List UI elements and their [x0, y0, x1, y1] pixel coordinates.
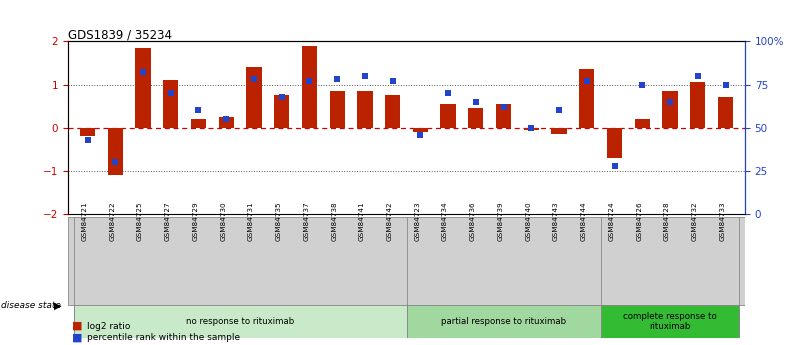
Text: ■: ■: [72, 321, 83, 331]
Text: GSM84721: GSM84721: [82, 201, 87, 241]
Bar: [68, 217, 745, 306]
Bar: [607, 128, 622, 158]
Bar: [718, 97, 733, 128]
Text: percentile rank within the sample: percentile rank within the sample: [87, 333, 239, 342]
Bar: [690, 82, 706, 128]
Text: GSM84725: GSM84725: [137, 201, 143, 241]
Bar: [469, 108, 484, 128]
Text: GSM84722: GSM84722: [109, 201, 115, 241]
Bar: [74, 306, 406, 338]
Text: ▶: ▶: [54, 300, 62, 310]
Text: GSM84726: GSM84726: [636, 201, 642, 241]
Bar: [601, 306, 739, 338]
Text: ■: ■: [72, 333, 83, 342]
Text: GSM84742: GSM84742: [387, 201, 392, 241]
Bar: [496, 104, 511, 128]
Text: partial response to rituximab: partial response to rituximab: [441, 317, 566, 326]
Bar: [579, 69, 594, 128]
Text: GSM84736: GSM84736: [470, 201, 476, 241]
Text: no response to rituximab: no response to rituximab: [186, 317, 294, 326]
Text: GSM84733: GSM84733: [719, 201, 726, 241]
Bar: [385, 95, 400, 128]
Bar: [329, 91, 344, 128]
Bar: [107, 128, 123, 175]
Bar: [135, 48, 151, 128]
Text: GSM84737: GSM84737: [304, 201, 309, 241]
Bar: [551, 128, 566, 134]
Bar: [662, 91, 678, 128]
Text: GSM84731: GSM84731: [248, 201, 254, 241]
Text: GSM84743: GSM84743: [553, 201, 559, 241]
Bar: [413, 128, 428, 132]
Bar: [302, 46, 317, 128]
Text: disease state: disease state: [1, 301, 61, 310]
Text: GSM84724: GSM84724: [609, 201, 614, 241]
Text: GSM84735: GSM84735: [276, 201, 282, 241]
Text: GSM84727: GSM84727: [165, 201, 171, 241]
Bar: [80, 128, 95, 136]
Text: complete response to
rituximab: complete response to rituximab: [623, 312, 717, 332]
Bar: [163, 80, 179, 128]
Text: GSM84723: GSM84723: [414, 201, 421, 241]
Text: GSM84729: GSM84729: [192, 201, 199, 241]
Bar: [219, 117, 234, 128]
Text: GSM84728: GSM84728: [664, 201, 670, 241]
Text: GSM84738: GSM84738: [331, 201, 337, 241]
Text: GSM84739: GSM84739: [497, 201, 504, 241]
Text: GDS1839 / 35234: GDS1839 / 35234: [68, 28, 172, 41]
Bar: [357, 91, 372, 128]
Text: GSM84732: GSM84732: [692, 201, 698, 241]
Bar: [274, 95, 289, 128]
Bar: [524, 128, 539, 130]
Bar: [406, 306, 601, 338]
Text: log2 ratio: log2 ratio: [87, 322, 130, 331]
Text: GSM84741: GSM84741: [359, 201, 365, 241]
Text: GSM84740: GSM84740: [525, 201, 531, 241]
Bar: [634, 119, 650, 128]
Text: GSM84734: GSM84734: [442, 201, 448, 241]
Bar: [247, 67, 262, 128]
Text: GSM84744: GSM84744: [581, 201, 587, 241]
Bar: [441, 104, 456, 128]
Text: GSM84730: GSM84730: [220, 201, 226, 241]
Bar: [191, 119, 206, 128]
